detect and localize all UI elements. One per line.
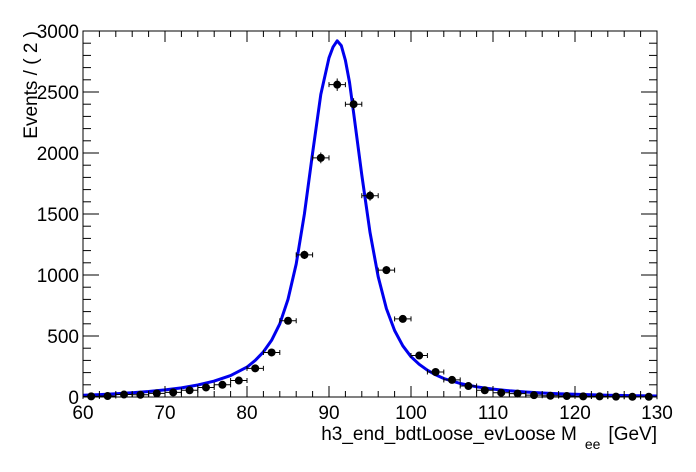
- x-tick-label: 90: [318, 403, 339, 424]
- x-tick-label: 110: [478, 403, 508, 424]
- x-axis-label-main: h3_end_bdtLoose_evLoose M: [321, 424, 577, 445]
- x-axis-label-subscript: ee: [585, 436, 601, 452]
- data-point: [377, 266, 396, 275]
- data-point: [426, 367, 445, 376]
- y-tick-label: 0: [68, 388, 79, 409]
- y-tick-label: 2500: [37, 83, 79, 104]
- y-tick-label: 500: [47, 327, 79, 348]
- x-tick-label: 100: [395, 403, 427, 424]
- x-axis-label-unit: [GeV]: [608, 424, 657, 445]
- x-tick-label: 120: [559, 403, 591, 424]
- y-axis-ticks: 0 500 1000 1500 2000 2500 3000: [37, 22, 657, 409]
- data-point: [213, 380, 232, 389]
- y-tick-label: 2000: [37, 144, 79, 165]
- data-point: [410, 351, 428, 360]
- x-axis-ticks: 60 70 80 90 100 110 120 130: [72, 31, 673, 424]
- data-point: [262, 348, 281, 357]
- x-tick-label: 70: [154, 403, 175, 424]
- data-point: [459, 382, 478, 391]
- data-point: [361, 190, 379, 201]
- data-point: [279, 316, 297, 325]
- data-point: [246, 364, 264, 373]
- y-tick-label: 1000: [37, 266, 79, 287]
- data-point: [344, 98, 363, 111]
- data-point: [295, 250, 314, 260]
- data-point: [394, 314, 412, 323]
- data-point: [312, 152, 330, 164]
- y-axis-label: Events / ( 2 ): [21, 31, 42, 139]
- x-tick-label: 60: [72, 403, 93, 424]
- x-tick-label: 80: [236, 403, 257, 424]
- x-tick-label: 130: [641, 403, 673, 424]
- data-point: [443, 375, 461, 384]
- data-point: [230, 376, 248, 385]
- x-axis-label: h3_end_bdtLoose_evLoose M ee [GeV]: [321, 424, 657, 452]
- data-point: [328, 78, 346, 91]
- y-tick-label: 3000: [37, 22, 79, 43]
- y-tick-label: 1500: [37, 205, 79, 226]
